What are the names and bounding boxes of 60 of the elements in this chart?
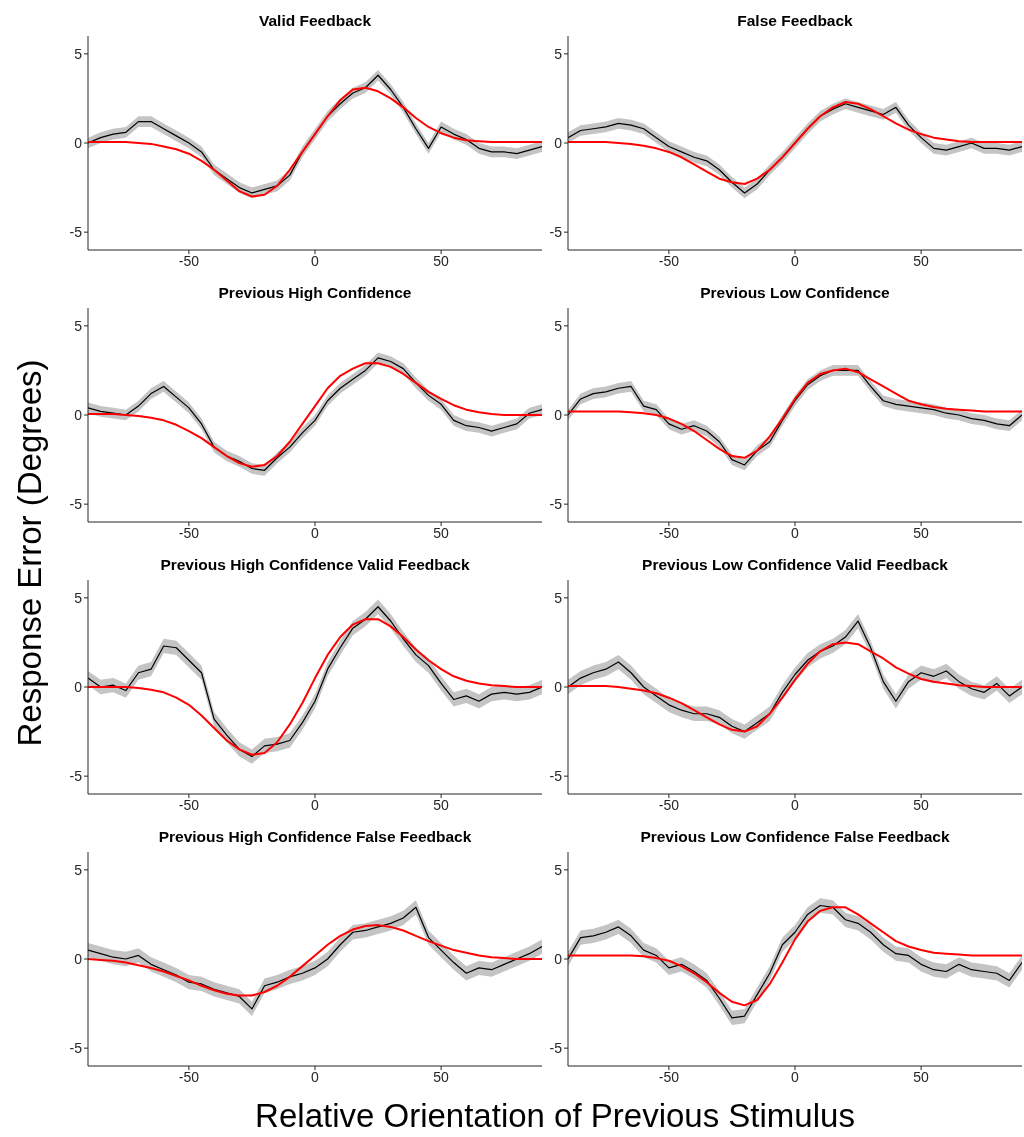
x-tick-label: 50 [433,524,450,541]
x-tick-label: 0 [311,1068,320,1085]
y-tick-label: 0 [74,406,83,423]
y-tick-label: 5 [554,589,563,606]
x-tick-label: -50 [178,796,200,813]
x-tick-label: 0 [311,252,320,269]
y-tick-label: 5 [74,589,83,606]
x-tick-label: 0 [311,796,320,813]
y-tick-label: 0 [554,134,563,151]
x-tick-label: 50 [913,1068,930,1085]
chart-title: Previous High Confidence False Feedback [157,828,473,846]
x-tick-label: -50 [658,1068,680,1085]
y-tick-label: -5 [549,768,563,785]
y-tick-label: 0 [74,134,83,151]
x-axis-title: Relative Orientation of Previous Stimulus [255,1097,855,1135]
y-tick-label: 0 [74,678,83,695]
x-tick-label: 50 [913,524,930,541]
y-tick-label: -5 [549,1040,563,1057]
x-tick-label: -50 [178,252,200,269]
x-tick-label: 0 [791,796,800,813]
y-tick-label: 5 [74,317,83,334]
x-tick-label: 50 [913,796,930,813]
chart-title: Previous High Confidence [217,284,413,302]
y-tick-label: 5 [554,317,563,334]
x-tick-label: 50 [433,796,450,813]
chart-title: Previous Low Confidence [699,284,891,302]
y-tick-label: -5 [549,224,563,241]
y-tick-label: 0 [74,950,83,967]
y-tick-label: -5 [69,496,83,513]
y-tick-label: 0 [554,406,563,423]
line-series [568,641,1022,733]
chart-title: Previous Low Confidence False Feedback [639,828,951,846]
chart-title: Previous Low Confidence Valid Feedback [641,556,949,574]
y-tick-label: 0 [554,950,563,967]
x-tick-label: -50 [658,252,680,269]
x-tick-label: 0 [311,524,320,541]
y-axis-title: Response Error (Degrees) [11,359,49,747]
y-tick-label: -5 [69,1040,83,1057]
y-tick-label: 5 [554,45,563,62]
x-tick-label: -50 [178,1068,200,1085]
y-tick-label: -5 [69,768,83,785]
chart-title: False Feedback [736,12,854,30]
x-tick-label: 50 [433,252,450,269]
chart-title: Previous High Confidence Valid Feedback [159,556,471,574]
y-tick-label: 5 [74,861,83,878]
x-tick-label: -50 [658,796,680,813]
chart-title: Valid Feedback [258,12,372,30]
x-tick-label: 0 [791,524,800,541]
y-tick-label: -5 [69,224,83,241]
x-tick-label: -50 [658,524,680,541]
y-tick-label: 5 [554,861,563,878]
x-tick-label: 50 [433,1068,450,1085]
y-tick-label: 0 [554,678,563,695]
y-tick-label: -5 [549,496,563,513]
y-tick-label: 5 [74,45,83,62]
x-tick-label: -50 [178,524,200,541]
x-tick-label: 0 [791,252,800,269]
x-tick-label: 0 [791,1068,800,1085]
line-series [88,924,542,997]
x-tick-label: 50 [913,252,930,269]
